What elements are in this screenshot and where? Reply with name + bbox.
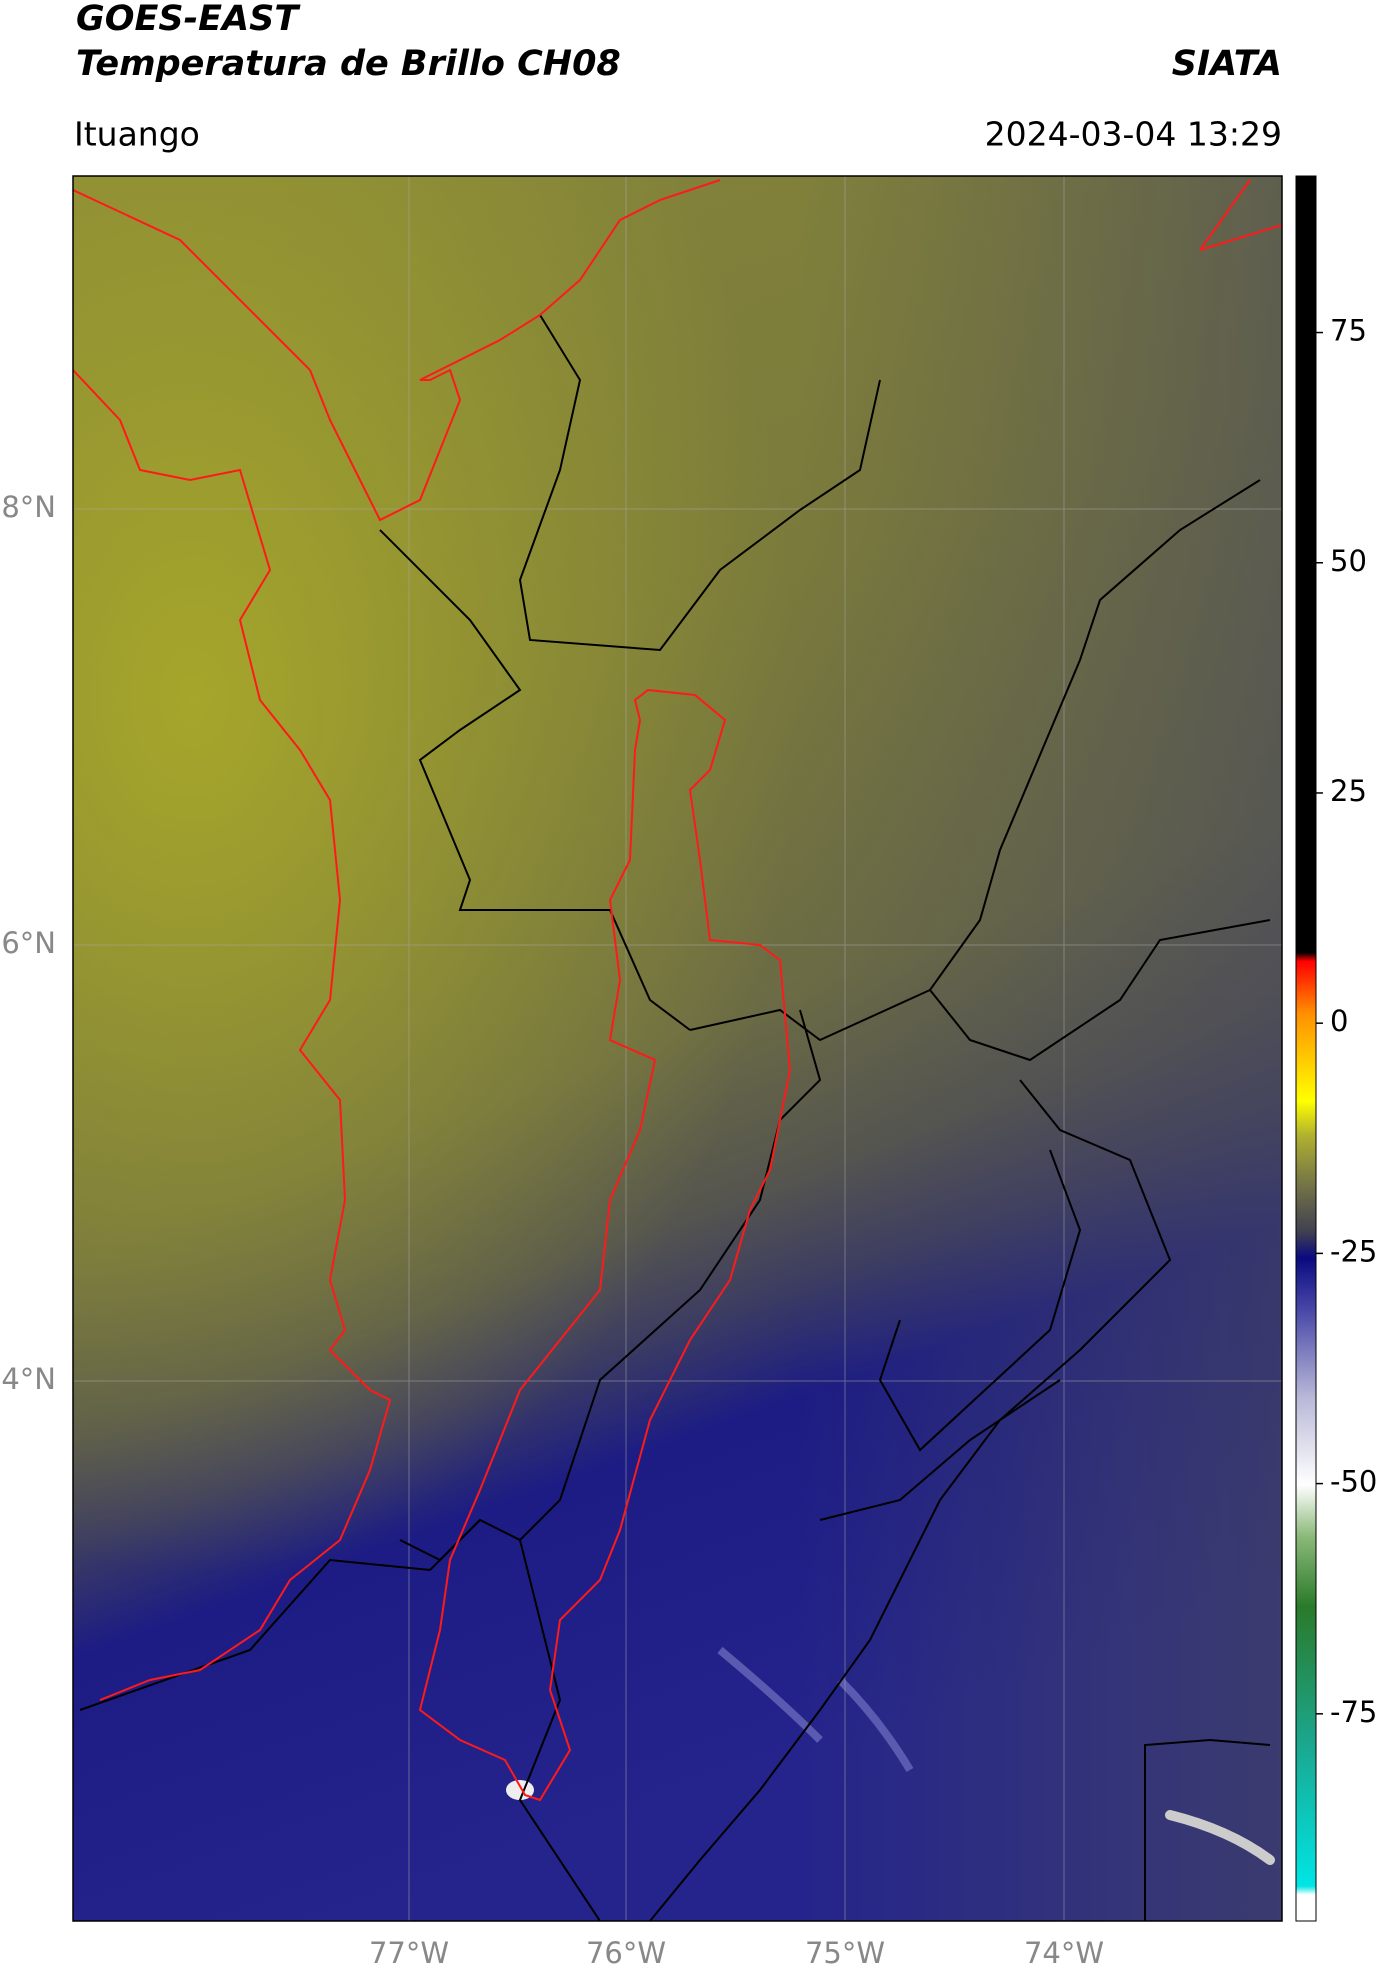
colorbar-tick-label: 0 bbox=[1330, 1004, 1348, 1038]
colorbar-tick-label: -50 bbox=[1330, 1465, 1377, 1499]
colorbar-tick-label: 50 bbox=[1330, 544, 1367, 578]
lon-tick-label: 77°W bbox=[369, 1936, 449, 1970]
colorbar-scale bbox=[1295, 175, 1317, 1922]
colorbar: 75 50 25 0 -25 -50 -75 bbox=[1295, 175, 1377, 1922]
title: GOES-EAST bbox=[76, 0, 301, 39]
map bbox=[73, 176, 1282, 1921]
colorbar-tick-label: 25 bbox=[1330, 774, 1367, 808]
lon-tick-label: 76°W bbox=[586, 1936, 666, 1970]
colorbar-tick-label: -25 bbox=[1330, 1234, 1377, 1268]
lat-tick-label: 8°N bbox=[1, 490, 56, 524]
lon-tick-label: 74°W bbox=[1024, 1936, 1104, 1970]
lat-tick-label: 6°N bbox=[1, 926, 56, 960]
map-frame bbox=[72, 175, 1283, 1922]
colorbar-tick-label: -75 bbox=[1330, 1695, 1377, 1729]
source: SIATA bbox=[1172, 44, 1282, 84]
lon-tick-label: 75°W bbox=[805, 1936, 885, 1970]
lat-tick-label: 4°N bbox=[1, 1362, 56, 1396]
subtitle: Temperatura de Brillo CH08 bbox=[76, 44, 621, 84]
datetime: 2024-03-04 13:29 bbox=[985, 115, 1282, 154]
colorbar-tick-label: 75 bbox=[1330, 314, 1367, 348]
location: Ituango bbox=[74, 115, 200, 154]
